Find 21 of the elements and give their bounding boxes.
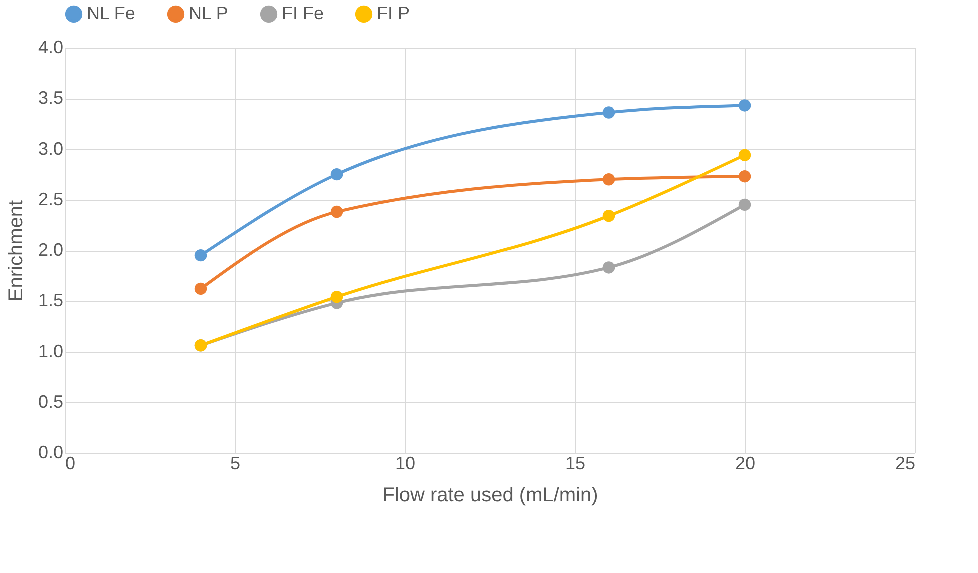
y-tick-label: 2.0 bbox=[38, 240, 64, 260]
x-tick-label: 10 bbox=[395, 454, 416, 474]
x-axis-title: Flow rate used (mL/min) bbox=[382, 484, 598, 506]
x-tick-label: 0 bbox=[66, 454, 76, 474]
y-tick-label: 1.0 bbox=[38, 341, 64, 362]
y-tick-label: 1.5 bbox=[38, 290, 64, 311]
x-tick-label: 5 bbox=[230, 454, 241, 474]
legend-label: FI Fe bbox=[282, 3, 324, 24]
x-tick-label: 20 bbox=[735, 454, 756, 474]
y-tick-label: 0.5 bbox=[38, 392, 64, 412]
legend-label: FI P bbox=[377, 3, 410, 24]
x-tick-label: 25 bbox=[895, 454, 916, 474]
y-tick-label: 3.5 bbox=[38, 88, 64, 108]
y-tick-label: 3.0 bbox=[38, 138, 64, 159]
y-tick-label: 4.0 bbox=[38, 38, 64, 58]
y-axis-title: Enrichment bbox=[5, 200, 28, 302]
legend-label: NL Fe bbox=[87, 3, 136, 24]
legend-label: NL P bbox=[189, 3, 228, 24]
y-tick-label: 0.0 bbox=[38, 442, 64, 462]
x-tick-label: 15 bbox=[565, 454, 586, 474]
y-tick-label: 2.5 bbox=[38, 189, 64, 210]
